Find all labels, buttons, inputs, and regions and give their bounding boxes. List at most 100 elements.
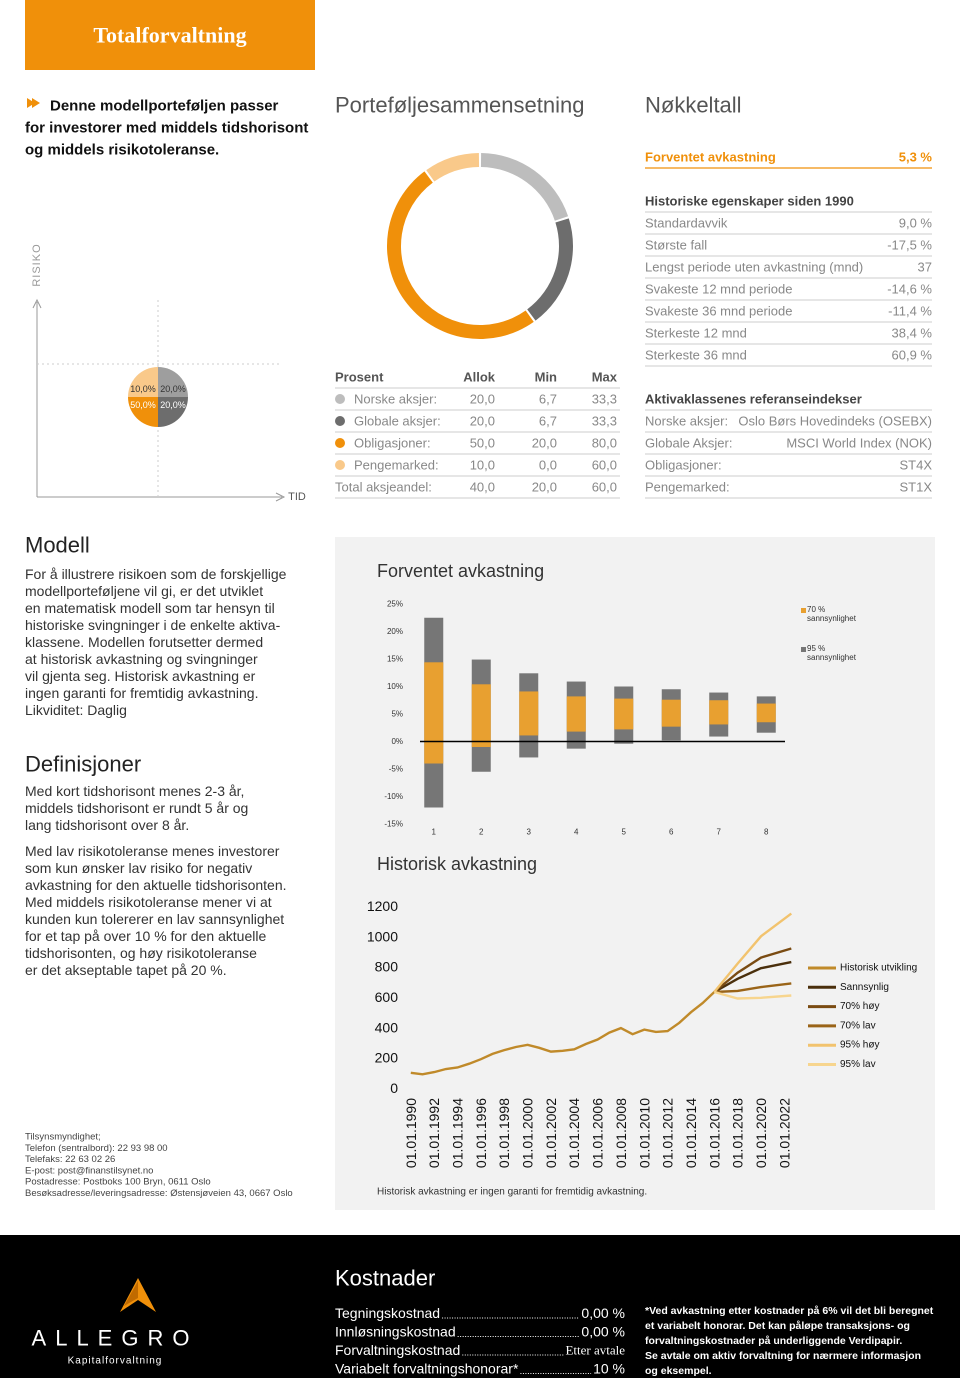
table-cell: 20,0: [470, 414, 495, 429]
definition-line: er det akseptable tapet på 20 %.: [25, 962, 227, 978]
x-tick-label: 4: [574, 828, 579, 837]
y-tick-label: -5%: [389, 765, 403, 774]
line-series: [713, 960, 792, 994]
cost-note-line: forvaltningskostnader på underliggende V…: [645, 1335, 902, 1347]
range-bar: [756, 703, 776, 723]
footer-background: [0, 1235, 960, 1378]
table-cell: Total aksjeandel:: [335, 480, 432, 495]
legend-label: 95 % sannsynlighet: [807, 644, 856, 662]
definition-line: lang tidshorisont over 8 år.: [25, 817, 189, 833]
risk-pie-label: 20,0%: [160, 400, 186, 410]
definition-line: Med lav risikotoleranse menes investorer: [25, 843, 280, 859]
table-header: Prosent: [335, 370, 384, 385]
donut-segment: [426, 153, 480, 182]
legend-label: Sannsynlig: [840, 982, 889, 993]
cost-note-line: og eksempel.: [645, 1365, 712, 1377]
modell-line: modellporteføljene vil gi, er det utvikl…: [25, 583, 263, 599]
logo-text: ALLEGRO: [32, 1326, 199, 1351]
table-cell: 10,0: [470, 458, 495, 473]
y-tick-label: 0%: [391, 737, 403, 746]
kv-value: 60,9 %: [892, 348, 933, 363]
y-tick-label: 600: [375, 989, 399, 1005]
kv-label: Sterkeste 36 mnd: [645, 348, 747, 363]
x-tick-label: 01.01.2010: [636, 1098, 652, 1168]
cost-label: Tegningskostnad: [335, 1305, 440, 1321]
expected-chart-title: Forventet avkastning: [377, 561, 544, 581]
intro-line: og middels risikotoleranse.: [25, 142, 219, 159]
y-tick-label: 5%: [391, 710, 403, 719]
definition-line: middels tidshorisont er rundt 5 år og: [25, 800, 248, 816]
risk-pie-quadrant: [128, 367, 158, 397]
x-tick-label: 01.01.1990: [403, 1098, 419, 1168]
definition-line: for et tap på over 10 % for den aktuelle: [25, 928, 266, 944]
table-header: Allok: [463, 370, 496, 385]
donut-segment: [386, 171, 534, 340]
range-bar: [519, 691, 539, 736]
kv-value: -14,6 %: [887, 282, 932, 297]
cost-note-line: Se avtale om aktiv forvaltning for nærme…: [645, 1350, 921, 1362]
legend-label: 95% høy: [840, 1040, 879, 1051]
modell-line: klassene. Modellen forutsetter dermed: [25, 634, 263, 650]
time-axis-label: TID: [288, 491, 306, 503]
table-cell: 20,0: [532, 436, 557, 451]
table-dot: [335, 460, 345, 470]
table-cell: Norske aksjer:: [354, 392, 437, 407]
x-tick-label: 01.01.1994: [450, 1098, 466, 1168]
y-tick-label: 1000: [367, 928, 398, 944]
kv-label: Norske aksjer:: [645, 414, 728, 429]
x-tick-label: 01.01.2018: [730, 1098, 746, 1168]
definisjoner-title: Definisjoner: [25, 752, 141, 777]
time-arrow: [275, 492, 286, 502]
table-dot: [335, 416, 345, 426]
range-bar: [614, 698, 634, 730]
x-tick-label: 01.01.2008: [613, 1098, 629, 1168]
history-chart-title: Historisk avkastning: [377, 854, 537, 874]
contact-line: Besøksadresse/leveringsadresse: Østensjø…: [25, 1188, 293, 1199]
contact-line: Telefon (sentralbord): 22 93 98 00: [25, 1143, 168, 1154]
table-cell: 6,7: [539, 392, 557, 407]
table-cell: 33,3: [592, 414, 617, 429]
risk-pie-label: 20,0%: [160, 384, 186, 394]
line-series: [713, 990, 792, 1000]
benchmarks-title: Aktivaklassenes referanseindekser: [645, 392, 862, 407]
table-cell: 60,0: [592, 458, 617, 473]
contact-line: E-post: post@finanstilsynet.no: [25, 1165, 153, 1176]
legend-item: 70 % sannsynlighet: [807, 605, 856, 623]
y-tick-label: 400: [375, 1019, 399, 1035]
line-series: [713, 947, 792, 993]
kv-label: Største fall: [645, 238, 707, 253]
y-tick-label: 200: [375, 1050, 399, 1066]
range-bar: [471, 684, 491, 747]
risk-pie-quadrant: [158, 367, 188, 397]
cost-note-line: et variabelt honorar. Det kan påløpe tra…: [645, 1320, 910, 1332]
kv-value: -17,5 %: [887, 238, 932, 253]
x-tick-label: 01.01.2022: [776, 1098, 792, 1168]
kv-value: -11,4 %: [888, 304, 932, 319]
x-tick-label: 01.01.2000: [520, 1098, 536, 1168]
kv-value: MSCI World Index (NOK): [786, 436, 932, 451]
donut-segment: [527, 218, 573, 321]
expected-value: 5,3 %: [899, 150, 933, 165]
kv-label: Pengemarked:: [645, 480, 730, 495]
risk-pie-quadrant: [158, 397, 188, 427]
header-title: Totalforvaltning: [93, 23, 246, 48]
table-cell: 80,0: [592, 436, 617, 451]
definition-line: Med kort tidshorisont menes 2-3 år,: [25, 783, 244, 799]
cost-value: 10 %: [593, 1361, 625, 1377]
cost-value: Etter avtale: [565, 1343, 625, 1358]
legend-label: 70% lav: [840, 1020, 876, 1031]
risk-pie-label: 50,0%: [130, 400, 156, 410]
table-cell: 0,0: [539, 458, 557, 473]
x-tick-label: 7: [717, 828, 722, 837]
cost-label: Forvaltningskostnad: [335, 1342, 460, 1358]
x-tick-label: 01.01.2016: [706, 1098, 722, 1168]
x-tick-label: 01.01.2004: [566, 1098, 582, 1168]
range-bar: [709, 700, 729, 725]
historical-title: Historiske egenskaper siden 1990: [645, 194, 854, 209]
logo-subtitle: Kapitalforvaltning: [68, 1356, 163, 1367]
table-cell: 33,3: [592, 392, 617, 407]
y-tick-label: 1200: [367, 898, 398, 914]
x-tick-label: 3: [527, 828, 532, 837]
y-tick-label: 10%: [387, 682, 403, 691]
